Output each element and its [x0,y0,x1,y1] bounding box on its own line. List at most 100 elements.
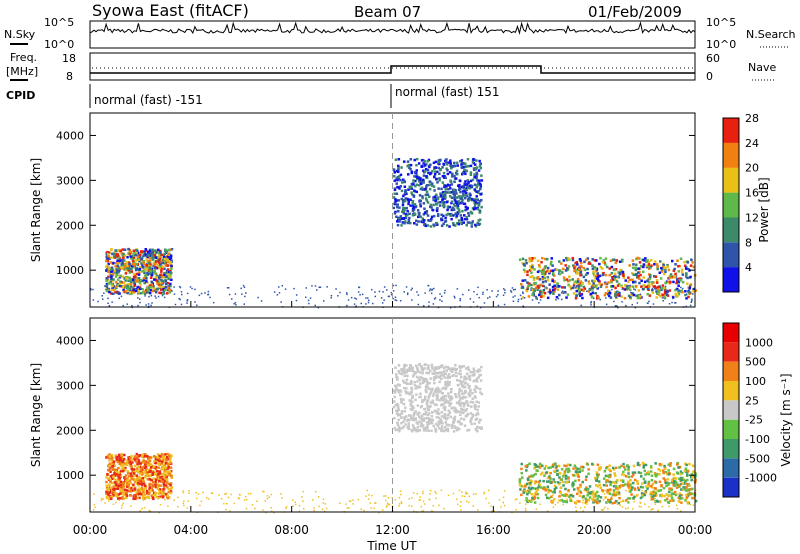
echo-cell [142,251,145,255]
echo-cell [619,504,622,507]
echo-cell [136,255,140,258]
echo-cell [433,389,437,393]
echo-cell [559,491,562,495]
echo-cell [408,186,412,190]
echo-cell [478,369,482,372]
echo-cell [462,395,465,399]
echo-cell [105,255,108,259]
echo-cell [414,387,418,390]
echo-cell [182,490,184,492]
echo-cell [599,256,602,260]
echo-cell [292,505,294,507]
echo-cell [642,477,646,481]
echo-cell [162,473,165,476]
echo-cell [675,504,678,507]
echo-cell [672,467,676,471]
echo-cell [408,504,410,507]
echo-cell [428,381,431,385]
echo-cell [123,493,126,496]
echo-cell [530,283,533,287]
echo-cell [161,475,164,479]
echo-cell [398,497,401,499]
echo-cell [159,490,162,493]
echo-cell [128,252,132,255]
echo-cell [636,275,639,278]
echo-cell [453,161,456,165]
echo-cell [655,279,659,282]
echo-cell [597,279,600,282]
echo-cell [647,472,651,476]
echo-cell [330,297,332,299]
echo-cell [118,269,121,272]
echo-cell [139,468,143,471]
echo-cell [663,295,666,299]
echo-cell [409,158,413,161]
echo-cell [142,260,145,263]
echo-cell [465,194,469,198]
echo-cell [170,271,173,275]
echo-cell [476,305,479,308]
echo-cell [470,417,473,420]
echo-cell [151,489,154,492]
echo-cell [245,507,248,510]
echo-cell [553,274,556,277]
echo-cell [151,471,154,474]
echo-cell [661,268,664,272]
echo-cell [154,272,157,275]
echo-cell [541,276,545,279]
echo-cell [156,487,160,490]
echo-cell [621,271,625,274]
echo-cell [546,287,548,289]
echo-cell [458,420,461,424]
echo-cell [656,267,659,271]
echo-cell [618,260,622,263]
echo-cell [587,290,591,293]
echo-cell [111,464,114,468]
echo-cell [393,212,397,215]
echo-cell [503,303,506,306]
echo-cell [398,175,401,178]
echo-cell [552,494,554,496]
echo-cell [367,297,369,299]
echo-cell [450,217,453,221]
echo-cell [138,267,142,271]
echo-cell [160,288,163,291]
echo-cell [402,398,405,401]
echo-cell [125,479,128,482]
echo-cell [453,409,456,413]
echo-cell [411,366,415,370]
echo-cell [409,414,412,417]
echo-cell [135,263,138,266]
echo-cell [584,488,587,491]
echo-cell [117,262,120,265]
echo-cell [452,214,455,217]
echo-cell [649,266,652,269]
echo-cell [443,412,446,416]
echo-cell [445,369,449,372]
echo-cell [397,177,401,181]
echo-cell [588,496,592,499]
echo-cell [601,260,605,264]
echo-cell [387,503,390,506]
echo-cell [136,471,140,474]
echo-cell [574,479,577,483]
echo-cell [596,274,600,277]
echo-cell [660,266,663,270]
echo-cell [131,475,135,478]
echo-cell [425,175,428,178]
echo-cell [149,276,153,279]
echo-cell [414,410,417,413]
echo-cell [534,492,538,496]
echo-cell [641,486,645,489]
echo-cell [448,383,451,386]
echo-cell [428,369,432,373]
echo-cell [594,494,597,498]
echo-cell [575,261,579,264]
echo-cell [595,473,599,476]
echo-cell [435,193,438,196]
echo-cell [440,425,444,428]
echo-cell [650,498,653,501]
echo-cell [648,267,651,270]
echo-cell [460,389,463,393]
echo-cell [560,467,564,471]
